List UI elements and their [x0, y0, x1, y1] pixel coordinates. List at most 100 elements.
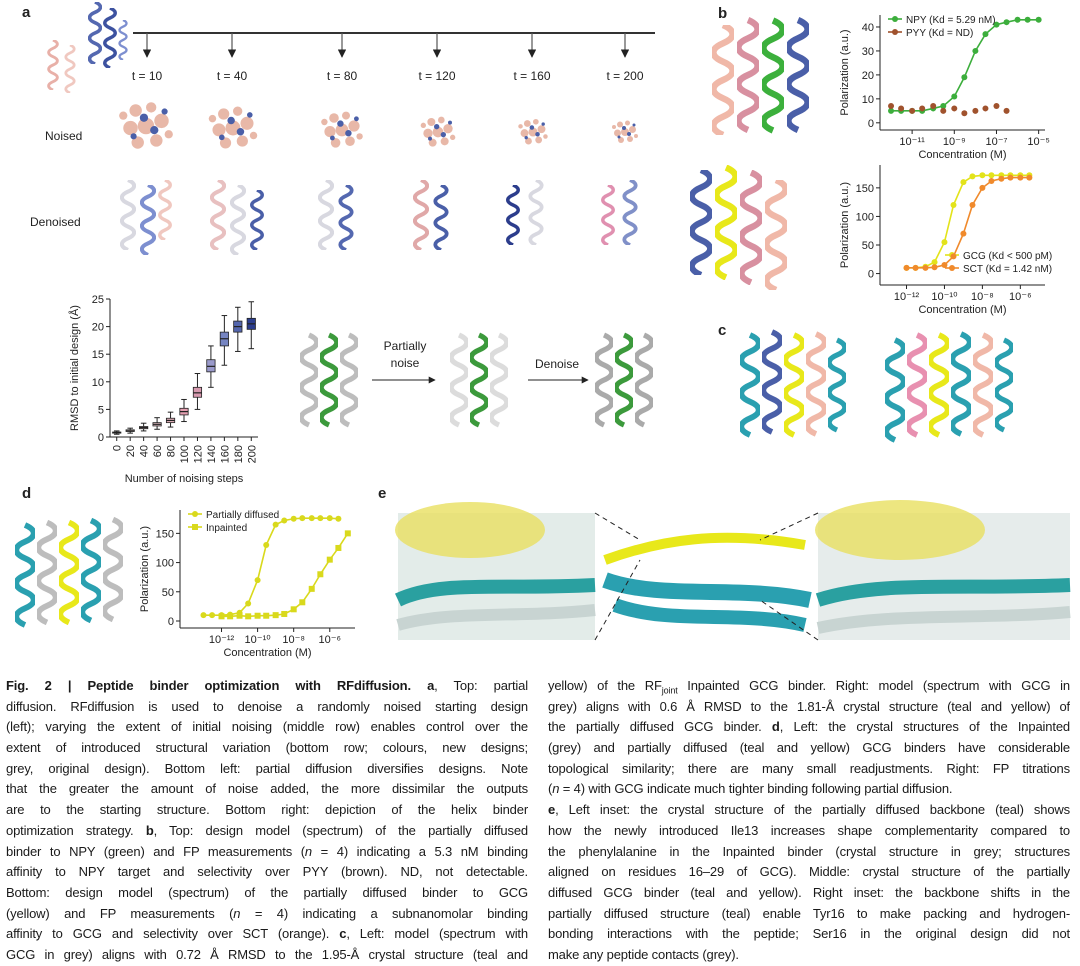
x-tick-label: 20 [125, 445, 137, 457]
y-tick-label: 0 [168, 616, 174, 628]
timestep-label: t = 200 [606, 69, 643, 83]
noised-structure [518, 118, 548, 145]
data-point [326, 556, 333, 563]
x-tick-label: 10⁻⁶ [318, 634, 341, 646]
helix [624, 180, 635, 245]
panel-label: a [22, 4, 31, 21]
data-point [993, 21, 1000, 28]
caption-line: bonding interactions with the peptide; S… [548, 924, 1070, 945]
caption-text: partially diffused structure (teal) enab… [548, 905, 1070, 921]
protein-image [49, 2, 128, 93]
data-point [931, 264, 938, 271]
panel-label: e [378, 485, 386, 502]
data-point [951, 93, 958, 100]
x-tick-label: 10⁻⁶ [1009, 291, 1032, 303]
helix [952, 334, 970, 434]
noised-structure [208, 106, 258, 149]
data-point [335, 544, 342, 551]
helix [471, 335, 487, 425]
noised-structure [321, 111, 363, 148]
helix [142, 185, 154, 255]
helix [105, 8, 116, 68]
helix [530, 180, 541, 245]
timestep-label: t = 160 [513, 69, 550, 83]
helix [766, 180, 785, 290]
helix [741, 173, 760, 283]
data-point [888, 103, 895, 110]
helix [596, 335, 612, 425]
data-point [317, 571, 324, 578]
x-tick-label: 10⁻¹² [894, 291, 920, 303]
helix [396, 604, 596, 631]
helix [996, 340, 1012, 430]
y-tick-label: 0 [868, 118, 874, 130]
down-arrows [142, 33, 630, 58]
caption-text: yellow) of the RF [548, 678, 662, 693]
caption-text: Fig. 2 | Peptide binder optimization wit… [6, 678, 435, 693]
caption-line: GCG in grey) aligns with 0.72 Å RMSD to … [6, 945, 528, 966]
caption-line: diffusion. RFdiffusion is used to denois… [6, 697, 528, 718]
caption-line: the phenylalanine in the Inpainted binde… [548, 842, 1070, 863]
caption-text: , Left: model (spectrum with [346, 926, 528, 942]
y-tick-label: 150 [856, 183, 874, 195]
data-point [888, 107, 895, 114]
x-axis-label: Concentration (M) [223, 647, 311, 659]
helix [82, 521, 100, 621]
helix [394, 578, 596, 607]
caption-text: (grey) and partially diffused (teal and … [548, 740, 1070, 756]
data-point [931, 259, 938, 266]
timestep-label: t = 10 [132, 69, 163, 83]
caption-text: grey, original design). Bottom left: par… [6, 760, 528, 776]
legend-label: NPY (Kd = 5.29 nM) [906, 15, 996, 26]
caption-text: , Left inset: the crystal structure of t… [555, 802, 1070, 818]
caption-text: affinity to GCG and selectivity over SCT… [6, 926, 340, 942]
data-point [281, 610, 288, 617]
x-tick-label: 40 [139, 445, 151, 457]
row-label: Denoised [30, 215, 81, 229]
caption-text: topological similarity; there are many s… [548, 760, 1070, 776]
helix [741, 335, 759, 435]
helix [38, 523, 56, 623]
x-tick-label: 10⁻¹² [209, 634, 235, 646]
data-point [335, 515, 342, 522]
caption-text: Bottom: design model (spectrum) of the p… [6, 884, 528, 900]
data-point [1007, 174, 1014, 181]
x-tick-label: 100 [179, 445, 191, 463]
data-point [299, 599, 306, 606]
caption-left: Fig. 2 | Peptide binder optimization wit… [6, 676, 528, 966]
caption-text: affinity to NPY target and selectivity o… [6, 864, 528, 880]
y-tick-label: 0 [868, 269, 874, 281]
protein-image [741, 332, 1012, 440]
data-point [988, 178, 995, 184]
caption-line: (left); varying the extent of initial no… [6, 717, 528, 738]
helix [160, 180, 171, 240]
caption-line: (n = 4) with GCG indicate much tighter b… [548, 779, 1070, 800]
x-tick-label: 10⁻¹⁰ [245, 634, 272, 646]
caption-line: e, Left inset: the crystal structure of … [548, 800, 1070, 821]
caption-line: aligned on residues 16–29 of GCG). Middl… [548, 862, 1070, 883]
helix [816, 606, 1071, 634]
caption-line: diffused GCG binder (teal and yellow). R… [548, 883, 1070, 904]
data-point [909, 107, 916, 114]
data-point [299, 515, 306, 522]
data-point [254, 612, 261, 619]
data-point [263, 542, 270, 549]
caption-text: (left); varying the extent of initial no… [6, 719, 528, 735]
x-tick-label: 80 [166, 445, 178, 457]
y-tick-label: 20 [862, 70, 874, 82]
helix [90, 2, 101, 64]
protein-image [394, 500, 1071, 641]
data-point [941, 239, 948, 246]
caption-line: affinity to NPY target and selectivity o… [6, 862, 528, 883]
data-point [912, 264, 919, 271]
caption-line: (grey) and partially diffused (teal and … [548, 738, 1070, 759]
panel-label: b [718, 5, 727, 22]
legend-label: PYY (Kd = ND) [906, 28, 973, 39]
caption-text: make any peptide contacts (grey). [548, 946, 739, 962]
caption-text: optimization strategy. [6, 822, 146, 838]
caption-text: = 4) with GCG indicate much tighter bind… [559, 781, 953, 797]
x-tick-label: 60 [152, 445, 164, 457]
data-point [1003, 107, 1010, 114]
data-point [898, 105, 905, 112]
data-point [950, 253, 957, 260]
